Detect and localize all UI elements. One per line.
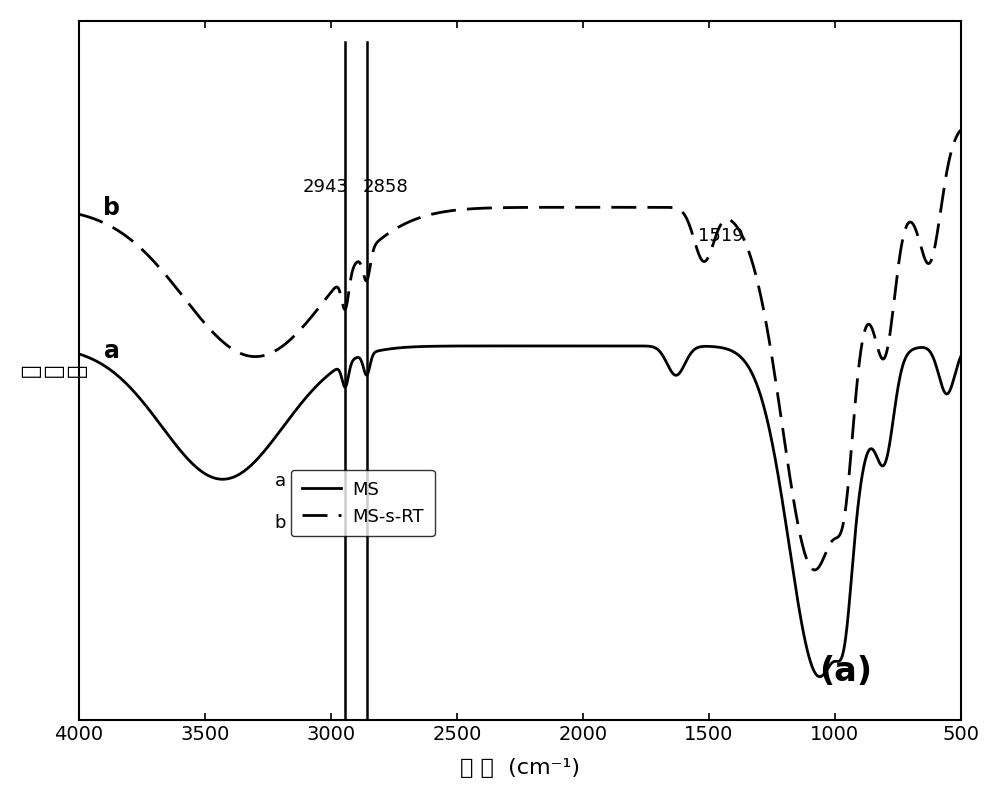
X-axis label: 波 数  (cm⁻¹): 波 数 (cm⁻¹) [460,758,580,778]
Text: b: b [103,197,120,221]
Text: a: a [104,339,120,363]
Text: 2858: 2858 [363,177,409,196]
Text: 2943: 2943 [303,177,349,196]
Text: b: b [275,514,286,532]
Text: 1519: 1519 [698,227,743,244]
Text: a: a [275,472,286,490]
Legend: MS, MS-s-RT: MS, MS-s-RT [291,470,435,536]
Text: (a): (a) [820,655,873,688]
Y-axis label: 透
过
率: 透 过 率 [21,364,87,377]
